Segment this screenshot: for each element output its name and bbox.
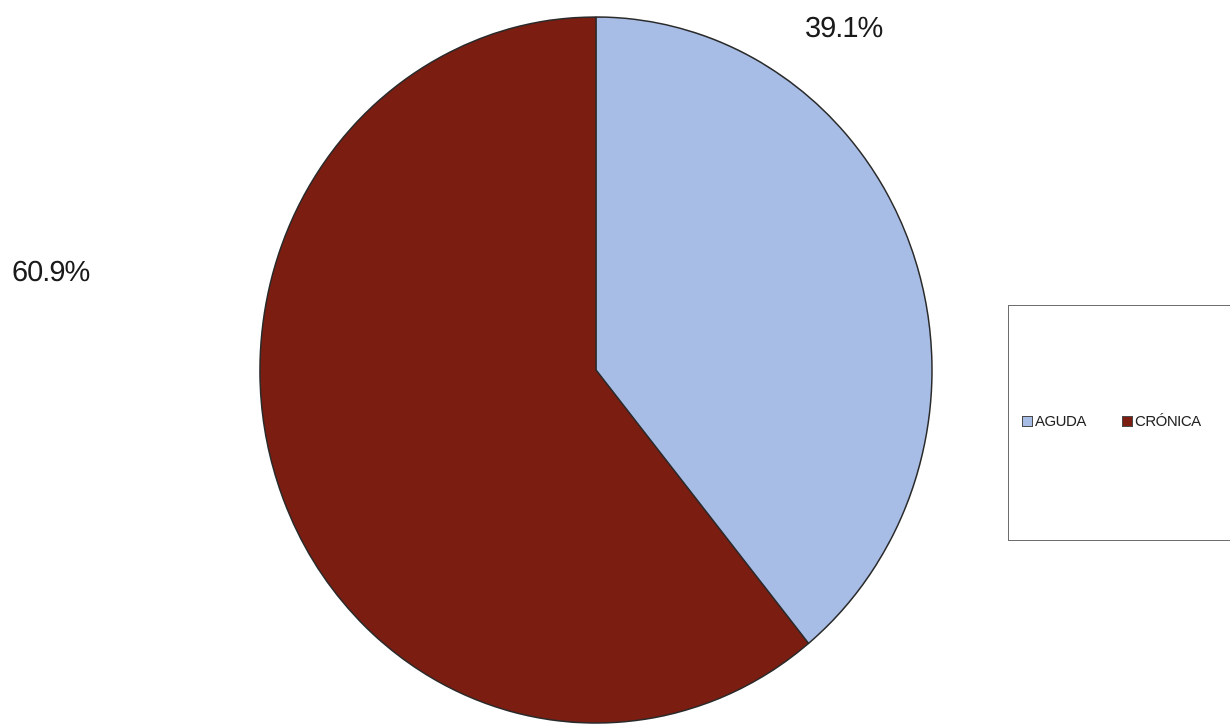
pie-slice-aguda <box>595 16 933 645</box>
legend-swatch-aguda <box>1022 416 1033 427</box>
data-label-aguda: 39.1% <box>805 12 883 44</box>
chart-legend: AGUDA CRÓNICA <box>1008 305 1230 541</box>
legend-swatch-cronica <box>1122 416 1133 427</box>
pie-slice-cronica <box>259 16 810 724</box>
legend-label-aguda: AGUDA <box>1035 413 1086 430</box>
data-label-cronica: 60.9% <box>12 256 90 288</box>
legend-label-cronica: CRÓNICA <box>1135 413 1201 430</box>
legend-item-cronica: CRÓNICA <box>1122 413 1201 430</box>
legend-item-aguda: AGUDA <box>1022 413 1086 430</box>
